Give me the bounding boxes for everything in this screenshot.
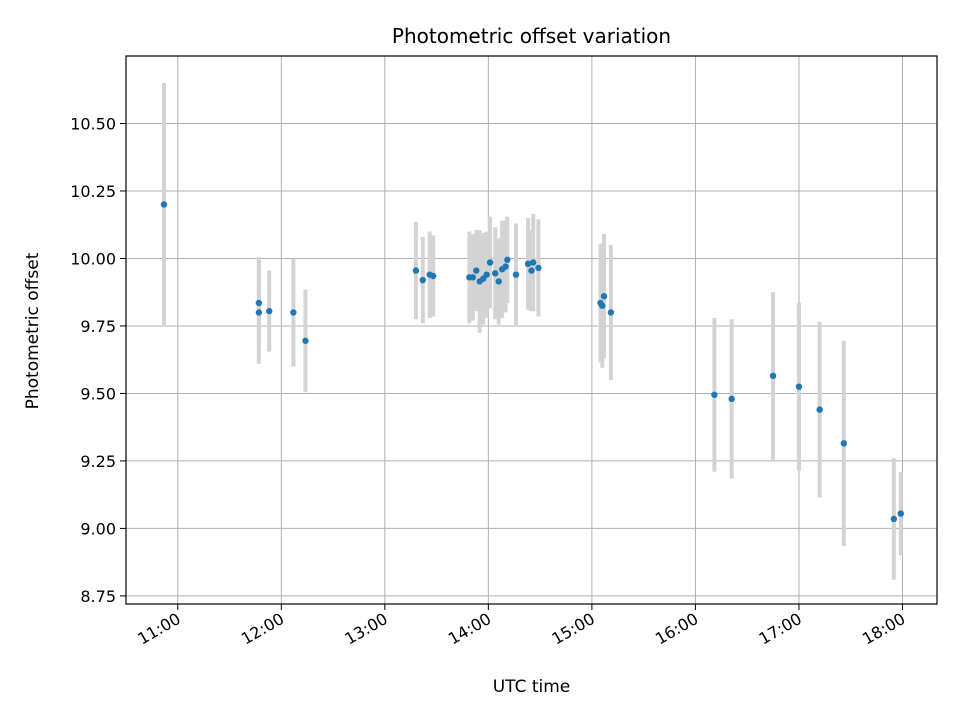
y-tick-label: 10.50 xyxy=(70,114,116,133)
data-point xyxy=(483,271,490,278)
data-point xyxy=(607,309,615,316)
data-point xyxy=(412,267,420,274)
y-tick-label: 9.50 xyxy=(80,384,116,403)
data-point xyxy=(266,307,273,315)
data-point xyxy=(530,259,537,266)
data-point xyxy=(535,264,542,272)
y-tick-label: 9.25 xyxy=(80,452,116,471)
data-point xyxy=(599,302,606,309)
plot-area-frame xyxy=(125,55,938,605)
data-point xyxy=(528,267,535,274)
data-point xyxy=(816,406,823,413)
data-point xyxy=(160,201,168,208)
data-point xyxy=(600,293,608,300)
data-point xyxy=(890,515,898,523)
x-axis-label: UTC time xyxy=(493,677,571,697)
data-point xyxy=(795,383,803,390)
data-point xyxy=(502,263,509,270)
data-point xyxy=(255,309,263,316)
y-tick-label: 8.75 xyxy=(80,587,116,606)
data-point xyxy=(419,276,426,284)
data-point xyxy=(769,372,777,380)
data-point xyxy=(711,391,718,398)
data-point xyxy=(290,309,297,316)
data-point xyxy=(255,299,263,307)
data-point xyxy=(840,440,848,447)
y-axis-ticks: 8.75 9.00 9.25 9.50 9.75 10.00 10.25 10.50 xyxy=(70,114,126,606)
y-axis-label: Photometric offset xyxy=(23,252,43,409)
data-point xyxy=(492,270,499,277)
data-point xyxy=(512,271,520,278)
data-point xyxy=(429,272,437,280)
data-point xyxy=(897,510,904,517)
data-point xyxy=(302,337,309,344)
y-tick-label: 9.00 xyxy=(80,519,116,538)
chart-title: Photometric offset variation xyxy=(392,24,671,48)
data-point xyxy=(473,267,480,274)
data-points xyxy=(160,201,904,523)
data-point xyxy=(524,260,532,268)
data-point xyxy=(495,278,502,285)
data-point xyxy=(469,274,477,281)
y-tick-label: 10.00 xyxy=(70,249,116,268)
data-point xyxy=(486,259,494,266)
data-point xyxy=(504,256,511,264)
data-point xyxy=(728,395,735,403)
y-tick-label: 10.25 xyxy=(70,182,116,201)
y-tick-label: 9.75 xyxy=(80,317,116,336)
